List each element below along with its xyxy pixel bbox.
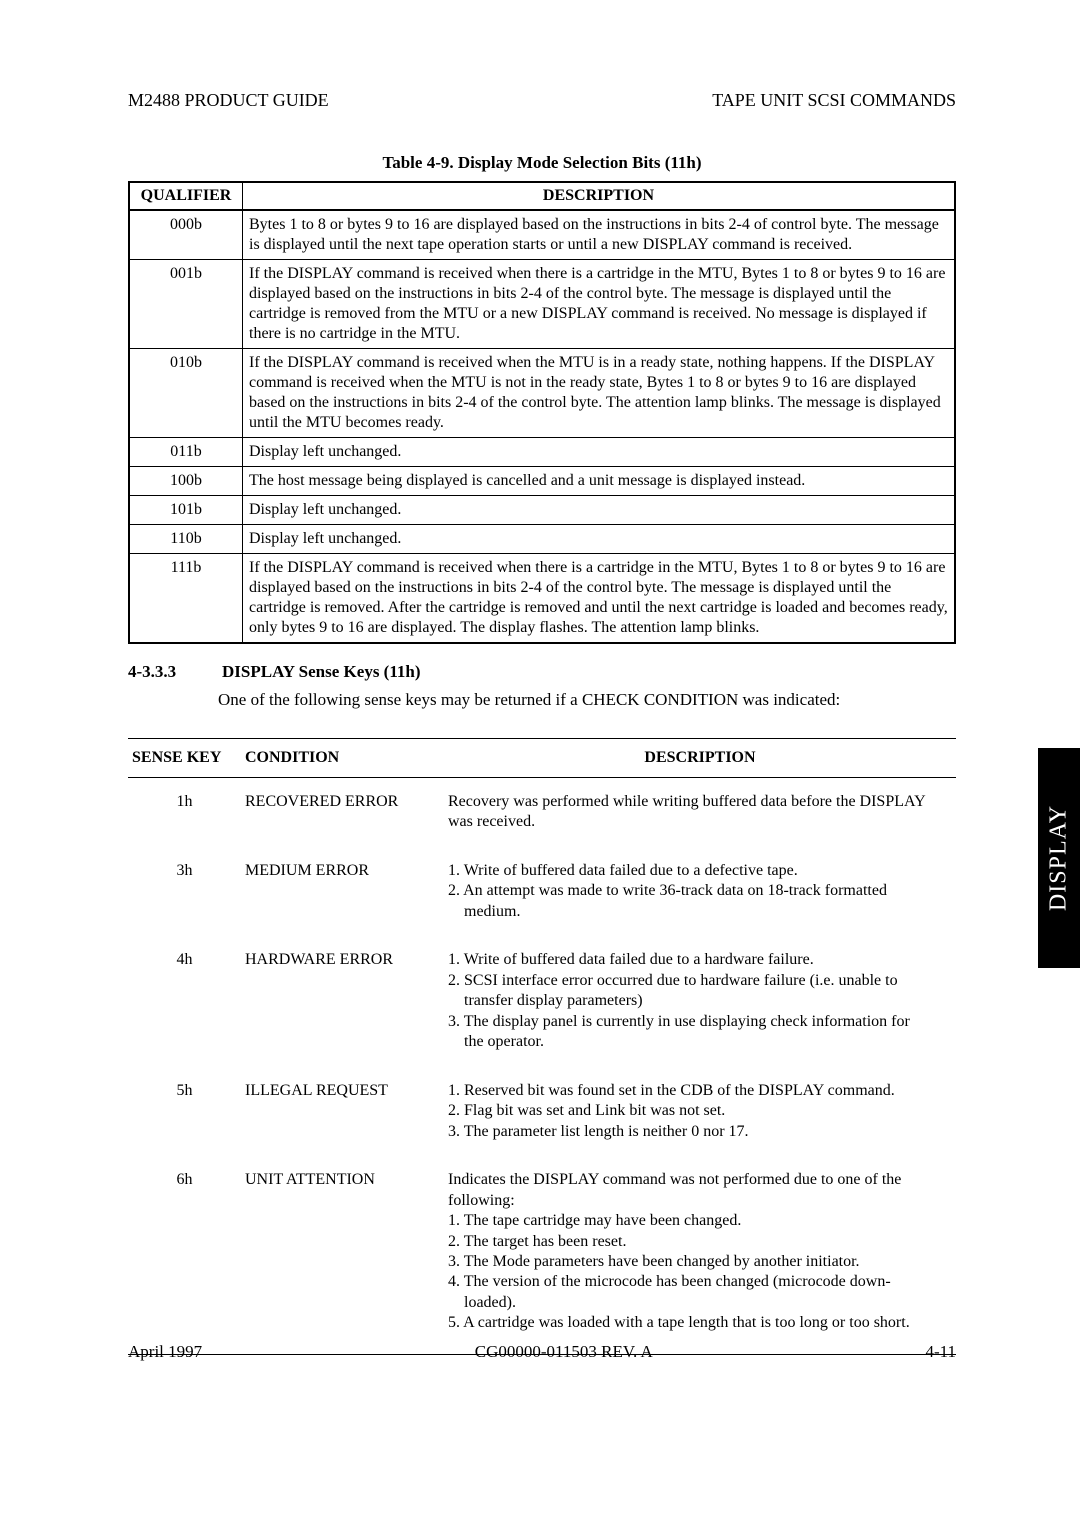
sensekey-cell: 6h xyxy=(128,1156,241,1354)
page-header: M2488 PRODUCT GUIDE TAPE UNIT SCSI COMMA… xyxy=(128,90,956,111)
description-cell: If the DISPLAY command is received when … xyxy=(243,554,956,644)
table-row: 111bIf the DISPLAY command is received w… xyxy=(129,554,955,644)
condition-cell: MEDIUM ERROR xyxy=(241,847,444,936)
description-cell: Indicates the DISPLAY command was not pe… xyxy=(444,1156,956,1354)
condition-cell: UNIT ATTENTION xyxy=(241,1156,444,1354)
description-line: 1. The tape cartridge may have been chan… xyxy=(448,1211,952,1231)
side-tab: DISPLAY xyxy=(1038,748,1080,968)
table-row: 101bDisplay left unchanged. xyxy=(129,496,955,525)
description-line: 3. The Mode parameters have been changed… xyxy=(448,1252,952,1272)
description-cell: Recovery was performed while writing buf… xyxy=(444,778,956,847)
section-4-3-3-3: 4-3.3.3 DISPLAY Sense Keys (11h) One of … xyxy=(128,662,956,710)
qualifier-cell: 001b xyxy=(129,260,243,349)
section-title: DISPLAY Sense Keys (11h) xyxy=(222,662,421,681)
table1-body: 000bBytes 1 to 8 or bytes 9 to 16 are di… xyxy=(129,210,955,643)
header-left: M2488 PRODUCT GUIDE xyxy=(128,90,329,111)
table1: QUALIFIER DESCRIPTION 000bBytes 1 to 8 o… xyxy=(128,181,956,644)
description-cell: Display left unchanged. xyxy=(243,438,956,467)
qualifier-cell: 100b xyxy=(129,467,243,496)
sensekey-cell: 3h xyxy=(128,847,241,936)
description-line: Recovery was performed while writing buf… xyxy=(448,792,952,833)
description-cell: If the DISPLAY command is received when … xyxy=(243,260,956,349)
description-line: 2. Flag bit was set and Link bit was not… xyxy=(448,1101,952,1121)
table-row: 010bIf the DISPLAY command is received w… xyxy=(129,349,955,438)
table2-col-sensekey: SENSE KEY xyxy=(128,739,241,778)
description-line: 1. Write of buffered data failed due to … xyxy=(448,950,952,970)
condition-cell: RECOVERED ERROR xyxy=(241,778,444,847)
table-row: 110bDisplay left unchanged. xyxy=(129,525,955,554)
condition-cell: ILLEGAL REQUEST xyxy=(241,1067,444,1156)
sensekey-cell: 4h xyxy=(128,936,241,1066)
page-content: M2488 PRODUCT GUIDE TAPE UNIT SCSI COMMA… xyxy=(128,90,956,1355)
description-cell: If the DISPLAY command is received when … xyxy=(243,349,956,438)
description-line: 3. The parameter list length is neither … xyxy=(448,1122,952,1142)
table2-col-condition: CONDITION xyxy=(241,739,444,778)
sensekey-cell: 1h xyxy=(128,778,241,847)
table-row: 100bThe host message being displayed is … xyxy=(129,467,955,496)
footer-left: April 1997 xyxy=(128,1342,202,1362)
description-cell: Display left unchanged. xyxy=(243,496,956,525)
description-line: 5. A cartridge was loaded with a tape le… xyxy=(448,1313,952,1333)
description-cell: 1. Write of buffered data failed due to … xyxy=(444,936,956,1066)
footer-right: 4-11 xyxy=(925,1342,956,1362)
description-line: 4. The version of the microcode has been… xyxy=(448,1272,952,1292)
description-line: transfer display parameters) xyxy=(448,991,952,1011)
description-line: 2. SCSI interface error occurred due to … xyxy=(448,971,952,991)
table-row: 1hRECOVERED ERRORRecovery was performed … xyxy=(128,778,956,847)
table-row: 5hILLEGAL REQUEST1. Reserved bit was fou… xyxy=(128,1067,956,1156)
table-row: 011bDisplay left unchanged. xyxy=(129,438,955,467)
table2-col-description: DESCRIPTION xyxy=(444,739,956,778)
header-right: TAPE UNIT SCSI COMMANDS xyxy=(712,90,956,111)
qualifier-cell: 000b xyxy=(129,210,243,260)
qualifier-cell: 110b xyxy=(129,525,243,554)
section-text: One of the following sense keys may be r… xyxy=(218,690,956,710)
qualifier-cell: 111b xyxy=(129,554,243,644)
description-cell: Display left unchanged. xyxy=(243,525,956,554)
table2: SENSE KEY CONDITION DESCRIPTION 1hRECOVE… xyxy=(128,738,956,1355)
condition-cell: HARDWARE ERROR xyxy=(241,936,444,1066)
description-line: 2. An attempt was made to write 36-track… xyxy=(448,881,952,901)
table1-caption: Table 4-9. Display Mode Selection Bits (… xyxy=(128,153,956,173)
table-row: 3hMEDIUM ERROR1. Write of buffered data … xyxy=(128,847,956,936)
description-cell: 1. Write of buffered data failed due to … xyxy=(444,847,956,936)
description-line: Indicates the DISPLAY command was not pe… xyxy=(448,1170,952,1211)
description-line: 2. The target has been reset. xyxy=(448,1232,952,1252)
table2-body: 1hRECOVERED ERRORRecovery was performed … xyxy=(128,778,956,1355)
description-cell: The host message being displayed is canc… xyxy=(243,467,956,496)
qualifier-cell: 010b xyxy=(129,349,243,438)
footer-center: CG00000-011503 REV. A xyxy=(475,1342,653,1362)
page-footer: April 1997 CG00000-011503 REV. A 4-11 xyxy=(128,1342,956,1362)
table-row: 001bIf the DISPLAY command is received w… xyxy=(129,260,955,349)
description-line: 1. Write of buffered data failed due to … xyxy=(448,861,952,881)
qualifier-cell: 011b xyxy=(129,438,243,467)
description-line: loaded). xyxy=(448,1293,952,1313)
side-tab-label: DISPLAY xyxy=(1046,805,1073,911)
table-row: 4hHARDWARE ERROR1. Write of buffered dat… xyxy=(128,936,956,1066)
description-cell: 1. Reserved bit was found set in the CDB… xyxy=(444,1067,956,1156)
sensekey-cell: 5h xyxy=(128,1067,241,1156)
description-line: 3. The display panel is currently in use… xyxy=(448,1012,952,1032)
section-number: 4-3.3.3 xyxy=(128,662,218,682)
qualifier-cell: 101b xyxy=(129,496,243,525)
description-line: the operator. xyxy=(448,1032,952,1052)
description-line: medium. xyxy=(448,902,952,922)
table-row: 6hUNIT ATTENTIONIndicates the DISPLAY co… xyxy=(128,1156,956,1354)
table1-col-qualifier: QUALIFIER xyxy=(129,182,243,210)
description-cell: Bytes 1 to 8 or bytes 9 to 16 are displa… xyxy=(243,210,956,260)
table-row: 000bBytes 1 to 8 or bytes 9 to 16 are di… xyxy=(129,210,955,260)
table1-col-description: DESCRIPTION xyxy=(243,182,956,210)
description-line: 1. Reserved bit was found set in the CDB… xyxy=(448,1081,952,1101)
